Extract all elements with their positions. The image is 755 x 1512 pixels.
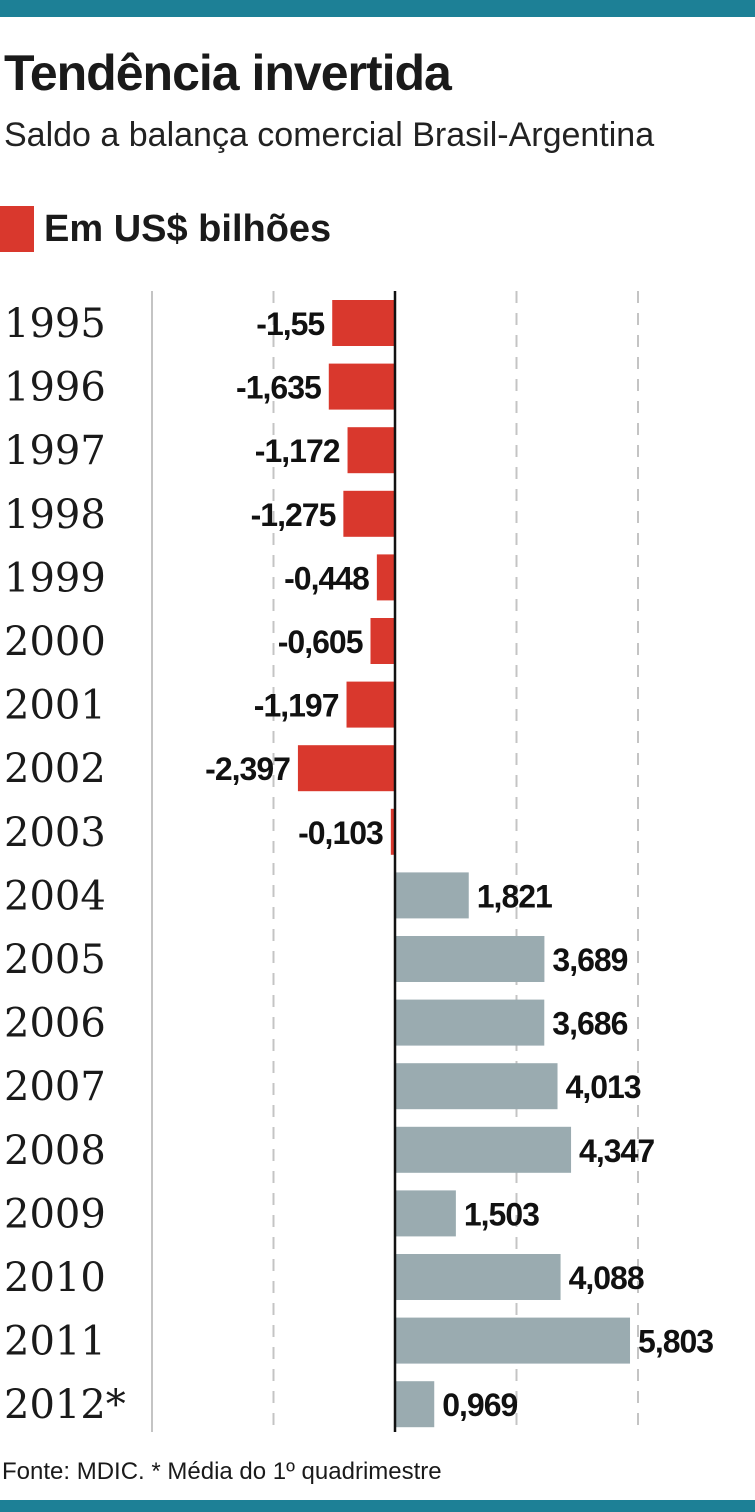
bar (395, 1381, 435, 1428)
value-label: 4,088 (569, 1260, 644, 1296)
value-label: 5,803 (638, 1324, 713, 1360)
bar (395, 1126, 572, 1173)
category-label: 2004 (4, 873, 106, 919)
legend-label: Em US$ bilhões (44, 207, 332, 250)
value-label: -0,103 (298, 815, 383, 851)
bar (343, 490, 395, 537)
category-label: 2011 (4, 1319, 106, 1365)
category-label: 1998 (4, 492, 106, 538)
bar (395, 1317, 631, 1364)
value-label: -0,448 (284, 560, 369, 596)
bar (395, 872, 469, 919)
category-label: 1996 (4, 365, 106, 411)
category-label: 1999 (4, 555, 106, 601)
value-label: -1,172 (255, 433, 340, 469)
bar (347, 427, 395, 474)
bar (395, 999, 545, 1046)
value-label: 0,969 (442, 1387, 517, 1423)
legend-swatch (0, 206, 34, 252)
category-label: 2005 (4, 937, 106, 983)
category-label: 2009 (4, 1191, 106, 1237)
bar (328, 363, 395, 410)
category-label: 2001 (4, 683, 106, 729)
value-label: -1,275 (251, 497, 336, 533)
chart-title: Tendência invertida (4, 45, 452, 101)
bar (370, 618, 395, 664)
bar (297, 745, 395, 792)
category-label: 2006 (4, 1001, 106, 1047)
category-label: 2012* (4, 1382, 126, 1428)
bar-chart: 1995 -1,55 1996 -1,635 1997 -1,172 1998 -1,275 1… (4, 291, 714, 1432)
category-label: 1995 (4, 301, 106, 347)
bottom-accent-bar (0, 1500, 755, 1512)
value-label: 4,013 (566, 1069, 641, 1105)
bar (376, 554, 395, 601)
legend: Em US$ bilhões (0, 206, 331, 252)
value-label: -2,397 (205, 751, 290, 787)
category-label: 2003 (4, 810, 106, 856)
value-label: 3,686 (552, 1006, 627, 1042)
value-label: 3,689 (552, 942, 627, 978)
category-label: 2007 (4, 1064, 106, 1110)
category-label: 1997 (4, 428, 106, 474)
bar (395, 1063, 558, 1110)
category-label: 2000 (4, 619, 106, 665)
bar (332, 300, 395, 346)
bar (390, 808, 395, 855)
bar (395, 936, 545, 982)
top-accent-bar (0, 0, 755, 17)
category-label: 2008 (4, 1128, 106, 1174)
chart-subtitle: Saldo a balança comercial Brasil-Argenti… (4, 116, 655, 154)
value-label: 4,347 (579, 1133, 654, 1169)
bar (395, 1190, 456, 1237)
value-label: 1,503 (464, 1196, 539, 1232)
bar (346, 681, 395, 728)
value-label: 1,821 (477, 878, 552, 914)
category-label: 2002 (4, 746, 106, 792)
value-label: -0,605 (278, 624, 363, 660)
category-label: 2010 (4, 1255, 106, 1301)
source-note: Fonte: MDIC. * Média do 1º quadrimestre (2, 1458, 442, 1485)
value-label: -1,635 (236, 370, 321, 406)
value-label: -1,197 (254, 688, 339, 724)
bar (395, 1254, 561, 1300)
value-label: -1,55 (256, 306, 324, 342)
